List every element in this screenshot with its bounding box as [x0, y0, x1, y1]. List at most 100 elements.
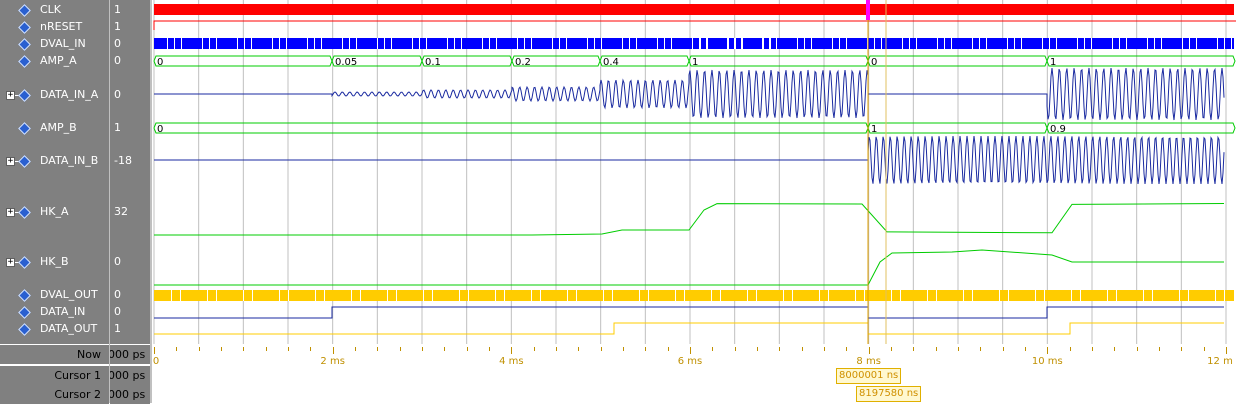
ruler-tick [779, 347, 781, 351]
dval-gap [1217, 38, 1218, 49]
dval-gap [881, 38, 882, 49]
dval-gap [839, 38, 840, 49]
expand-plus-icon[interactable]: + [6, 90, 15, 100]
dval-gap [482, 38, 483, 49]
amp-a-label: 0.1 [425, 57, 441, 68]
signal-value: 1 [114, 3, 121, 16]
cursor1-track[interactable]: 8000001 ns [152, 366, 1236, 385]
dval-gap [594, 38, 595, 49]
signal-value: 32 [114, 205, 128, 218]
signal-row-data-in-b[interactable]: + DATA_IN_B -18 [0, 154, 150, 168]
dval-gap [916, 38, 917, 49]
dval-out-gap [288, 290, 289, 301]
signal-row-data-out[interactable]: DATA_OUT 1 [0, 322, 150, 336]
dval-gap [377, 38, 378, 49]
dval-gap [762, 38, 764, 49]
ruler-tick [221, 347, 222, 351]
dval-gap [356, 38, 357, 49]
signal-row-amp-b[interactable]: AMP_B 1 [0, 121, 150, 135]
signal-values-panel [110, 0, 150, 344]
ruler-tick [1203, 347, 1205, 351]
signal-row-hk-a[interactable]: + HK_A 32 [0, 205, 150, 219]
ruler-tick [734, 347, 736, 351]
signal-names-panel [0, 0, 109, 344]
ruler-tick [556, 347, 557, 351]
dval-gap [1147, 38, 1148, 49]
now-value-text: 000 ps [110, 348, 146, 361]
ruler-tick [265, 347, 267, 351]
dval-gap [944, 38, 945, 49]
ruler-label: 12 m [1207, 356, 1233, 367]
dval-out-gap [459, 290, 460, 301]
dval-gap [986, 38, 987, 49]
dval-out-gap [279, 290, 280, 301]
dval-out-gap [432, 290, 433, 301]
dval-out-gap [1107, 290, 1108, 301]
ruler-tick [355, 347, 356, 351]
signal-name: DATA_IN_A [40, 88, 99, 101]
dval-out-gap [207, 290, 208, 301]
signal-name: HK_B [40, 255, 69, 268]
expand-plus-icon[interactable]: + [6, 207, 15, 217]
signal-row-hk-b[interactable]: + HK_B 0 [0, 255, 150, 269]
ruler-tick [935, 347, 937, 351]
dval-gap [951, 38, 952, 49]
now-label: Now [0, 345, 109, 364]
signal-row-amp-a[interactable]: AMP_A 0 [0, 54, 150, 68]
dval-out-gap [675, 290, 676, 301]
dval-out-gap [252, 290, 253, 301]
dval-out-gap [819, 290, 820, 301]
cursor1-value-text: 000 ps [110, 369, 146, 382]
dval-out-gap [1188, 290, 1189, 301]
dval-gap [1224, 38, 1225, 49]
amp-a-label: 0.2 [515, 57, 531, 68]
dval-gap [314, 38, 315, 49]
ruler-tick [1092, 347, 1093, 351]
ruler-tick [1114, 347, 1116, 351]
nreset-wave [153, 20, 1236, 30]
signal-row-data-in-a[interactable]: + DATA_IN_A 0 [0, 88, 150, 102]
ruler-tick [1136, 347, 1138, 351]
signal-diamond-icon [18, 4, 31, 17]
ruler-tick [489, 347, 490, 351]
pane-divider[interactable] [109, 0, 110, 403]
data-in-wave [154, 306, 1224, 319]
expand-plus-icon[interactable]: + [6, 156, 15, 166]
dval-gap [1007, 38, 1008, 49]
dval-out-gap [1215, 290, 1216, 301]
cursor2-track[interactable]: 8197580 ns [152, 385, 1236, 404]
dval-gap [587, 38, 588, 49]
cursor2-time-box[interactable]: 8197580 ns [856, 386, 922, 402]
dval-gap [1189, 38, 1190, 49]
signal-row-clk[interactable]: CLK 1 [0, 3, 150, 17]
signal-row-dval-in[interactable]: DVAL_IN 0 [0, 37, 150, 51]
cursor1-row: Cursor 1 000 ps 8000001 ns [0, 366, 1236, 385]
dval-gap [216, 38, 217, 49]
amp-b-label: 1 [871, 124, 877, 135]
cursor1-time-box[interactable]: 8000001 ns [836, 368, 902, 384]
dval-gap [902, 38, 903, 49]
waveform-pane[interactable]: 0 0.05 0.1 0.2 0.4 1 0 1 0 1 0.9 [152, 0, 1236, 344]
dval-gap [1056, 38, 1057, 49]
dval-gap [1182, 38, 1183, 49]
amp-a-segment [1046, 55, 1236, 67]
ruler-tick [1069, 347, 1071, 351]
dval-gap [447, 38, 448, 49]
dval-gap [419, 38, 420, 49]
time-ruler[interactable]: 0 2 ms 4 ms 6 ms 8 ms 10 ms 12 m [152, 345, 1236, 367]
dval-out-gap [1143, 290, 1144, 301]
amp-a-label: 0.4 [603, 57, 619, 68]
pane-divider-wave[interactable] [150, 0, 152, 403]
ruler-tick [801, 347, 803, 351]
dval-gap [1126, 38, 1127, 49]
dval-gap [244, 38, 245, 49]
signal-row-nreset[interactable]: nRESET 1 [0, 20, 150, 34]
signal-row-data-in[interactable]: DATA_IN 0 [0, 305, 150, 319]
dval-gap [566, 38, 567, 49]
dval-gap [727, 38, 729, 49]
signal-name: CLK [40, 3, 62, 16]
expand-plus-icon[interactable]: + [6, 257, 15, 267]
dval-out-gap [423, 290, 424, 301]
signal-row-dval-out[interactable]: DVAL_OUT 0 [0, 288, 150, 302]
dval-out-gap [927, 290, 928, 301]
